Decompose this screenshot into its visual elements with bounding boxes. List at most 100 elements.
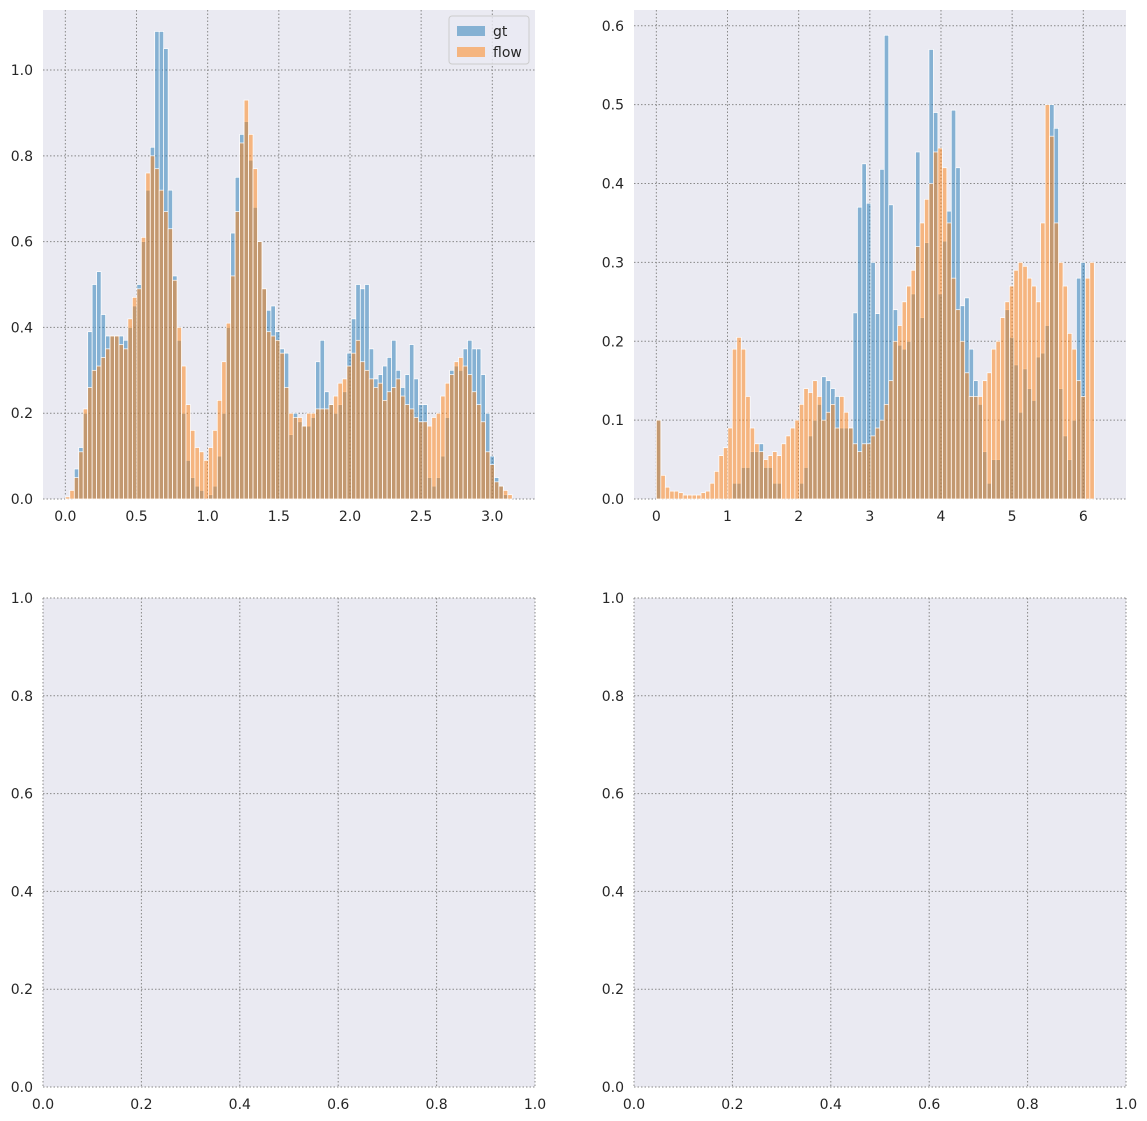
histogram-bar-flow (328, 404, 334, 500)
histogram-bar-flow (1067, 333, 1073, 500)
histogram-bar-flow (337, 382, 343, 500)
histogram-bar-flow (785, 435, 791, 500)
histogram-bar-flow (879, 419, 885, 500)
histogram-bar-flow (404, 404, 410, 500)
histogram-bar-flow (114, 335, 120, 500)
histogram-bar-flow (678, 492, 684, 500)
x-tick-label: 0.4 (229, 1097, 251, 1113)
histogram-bar-flow (977, 396, 983, 500)
histogram-bar-flow (798, 404, 805, 500)
histogram-bar-flow (1000, 317, 1006, 500)
histogram-bar-flow (105, 348, 111, 500)
histogram-bar-flow (776, 455, 782, 500)
histogram-bar-flow (346, 365, 352, 500)
histogram-bar-flow (973, 396, 979, 500)
y-tick-label: 0.4 (11, 884, 33, 900)
histogram-bar-flow (73, 477, 80, 500)
histogram-bar-flow (422, 421, 428, 500)
histogram-bar-flow (239, 142, 245, 500)
histogram-bar-flow (682, 494, 688, 500)
histogram-bar-flow (1040, 222, 1046, 500)
histogram-bar-flow (279, 352, 285, 500)
histogram-bar-flow (1062, 285, 1068, 500)
histogram-bar-flow (123, 348, 129, 500)
histogram-bar-flow (687, 494, 693, 500)
y-tick-label: 0.4 (11, 320, 33, 336)
histogram-bar-flow (1035, 301, 1042, 500)
histogram-bar-flow (705, 490, 711, 500)
histogram-bar-flow (199, 451, 205, 500)
histogram-bar-flow (1053, 222, 1059, 500)
chart-panel-4: 0.0 0.2 0.4 0.6 0.8 1.0 0.0 0.2 0.4 0.6 0.8 1.0 (602, 591, 1137, 1113)
histogram-bar-flow (467, 374, 473, 500)
histogram-bar-flow (109, 335, 115, 500)
histogram-bar-flow (1004, 301, 1010, 500)
y-tick-label: 1.0 (11, 63, 33, 79)
histogram-bar-flow (1013, 269, 1019, 500)
histogram-bar-flow (937, 147, 943, 500)
histogram-bar-flow (915, 246, 921, 500)
x-tick-label: 0.8 (1016, 1097, 1038, 1113)
histogram-bar-flow (906, 285, 912, 500)
plot-background (43, 598, 535, 1087)
histogram-bar-flow (275, 339, 281, 500)
histogram-bar-flow (740, 348, 747, 500)
histogram-bar-flow (127, 318, 133, 500)
histogram-bar-flow (306, 412, 312, 500)
histogram-bar-flow (91, 369, 97, 500)
histogram-bar-flow (664, 486, 671, 500)
histogram-bar-flow (700, 492, 706, 500)
histogram-bar-flow (673, 490, 680, 500)
y-tick-label: 0.4 (602, 177, 624, 193)
histogram-bar-flow (821, 419, 827, 500)
histogram-bar-flow (355, 339, 361, 500)
x-tick-label: 2.5 (410, 509, 432, 525)
histogram-bar-flow (480, 421, 486, 500)
histogram-bar-flow (928, 183, 934, 500)
y-tick-label: 0.5 (602, 98, 624, 114)
histogram-bar-flow (731, 348, 738, 500)
histogram-bar-flow (243, 99, 249, 500)
x-tick-label: 6 (1079, 509, 1088, 525)
y-tick-label: 0.0 (602, 492, 624, 508)
histogram-bar-flow (803, 388, 809, 500)
histogram-bar-flow (100, 357, 106, 500)
x-tick-label: 0.0 (623, 1097, 645, 1113)
histogram-bar-flow (444, 382, 451, 500)
histogram-bar-flow (901, 301, 907, 500)
histogram-bar-flow (767, 455, 773, 500)
legend-swatch-flow (457, 47, 485, 57)
histogram-bar-flow (660, 474, 666, 500)
histogram-bar-flow (485, 451, 491, 500)
histogram-bar-flow (874, 427, 881, 500)
x-tick-label: 0.2 (721, 1097, 743, 1113)
histogram-bar-flow (248, 134, 254, 500)
plot-background (634, 598, 1126, 1087)
x-tick-label: 0.0 (54, 509, 76, 525)
histogram-bar-flow (426, 425, 433, 500)
histogram-bar-flow (781, 443, 787, 500)
histogram-bar-flow (507, 494, 513, 500)
histogram-bar-flow (758, 451, 764, 500)
histogram-bar-flow (283, 387, 290, 500)
histogram-bar-flow (373, 387, 379, 500)
histogram-bar-flow (959, 340, 966, 500)
y-tick-label: 0.0 (11, 1080, 33, 1096)
histogram-bar-flow (1080, 396, 1086, 500)
histogram-bar-flow (364, 369, 370, 500)
y-tick-label: 0.6 (602, 787, 624, 803)
x-tick-label: 0.2 (130, 1097, 152, 1113)
histogram-bar-flow (297, 417, 303, 500)
histogram-bar-flow (982, 380, 988, 500)
histogram-bar-flow (968, 396, 974, 500)
histogram-bar-flow (1071, 348, 1077, 500)
y-tick-label: 1.0 (11, 591, 33, 607)
histogram-bar-flow (78, 451, 84, 500)
histogram-bar-flow (149, 155, 156, 500)
histogram-bar-flow (964, 372, 970, 500)
histogram-bar-flow (745, 396, 751, 500)
histogram-bar-flow (154, 168, 160, 500)
histogram-bar-flow (458, 357, 464, 500)
histogram-bar-flow (368, 378, 375, 500)
histogram-bar-flow (257, 241, 263, 500)
